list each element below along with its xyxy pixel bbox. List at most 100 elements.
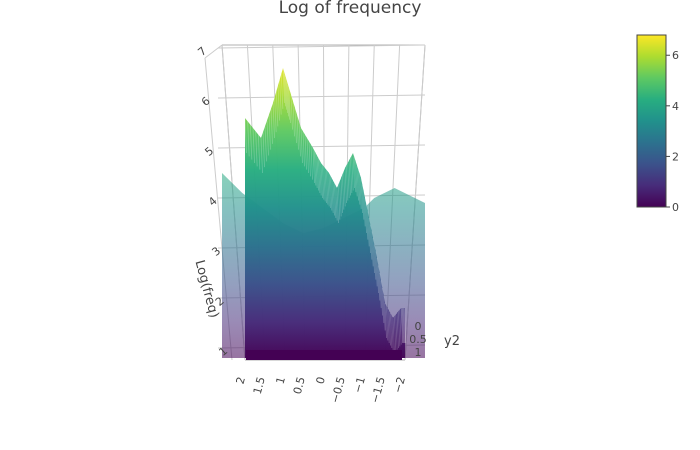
surface-spike xyxy=(302,131,305,167)
x-tick-label: 0.5 xyxy=(291,375,308,395)
surface-spike xyxy=(403,307,406,344)
surface-spike xyxy=(403,307,407,344)
surface-spike xyxy=(345,165,349,201)
surface-spike xyxy=(369,224,373,260)
surface-spike xyxy=(340,177,343,214)
x-tick-label: −2 xyxy=(391,375,408,394)
surface-spike xyxy=(325,169,329,205)
surface-spike xyxy=(315,152,318,189)
surface-spike xyxy=(380,280,383,316)
surface-spike xyxy=(339,181,342,217)
surface-spike xyxy=(280,73,284,109)
surface-spike xyxy=(313,150,317,186)
surface-spike xyxy=(389,312,393,349)
surface-spike xyxy=(249,124,253,160)
surface-spike xyxy=(363,191,366,227)
surface-spike xyxy=(286,81,289,117)
surface-spike xyxy=(275,91,279,127)
surface-spike xyxy=(283,71,286,107)
surface-spike xyxy=(306,137,309,174)
surface-spike xyxy=(367,211,370,247)
y-axis-ticks: 00.51 xyxy=(409,320,427,359)
surface-ridge-layer[interactable] xyxy=(222,173,425,358)
x-tick-label: 0 xyxy=(314,375,328,385)
surface-spike xyxy=(353,157,357,193)
surface-spike xyxy=(395,314,398,350)
surface-spike xyxy=(359,173,362,209)
surface-plot[interactable] xyxy=(222,67,425,360)
surface-spike xyxy=(361,184,365,220)
surface-spike xyxy=(385,305,389,341)
surface-spikes xyxy=(244,67,407,354)
colorbar: 0 2 4 6 xyxy=(636,34,679,214)
surface-spike xyxy=(355,161,358,197)
surface-spike xyxy=(348,160,351,196)
surface-spike xyxy=(260,137,263,174)
surface-spike xyxy=(317,157,321,194)
surface-spike xyxy=(341,174,345,210)
surface-spike xyxy=(277,85,280,121)
surface-spike xyxy=(319,160,322,196)
surface-spike xyxy=(381,287,385,324)
surface-spike xyxy=(300,127,303,164)
surface-spike xyxy=(268,114,271,150)
surface-spike xyxy=(344,167,347,204)
surface-spike xyxy=(328,172,331,209)
x-tick-label: −1 xyxy=(351,375,368,394)
surface-spike xyxy=(397,311,401,347)
surface-spike xyxy=(401,307,405,344)
surface-spike xyxy=(247,121,250,157)
surface-spike xyxy=(401,307,404,344)
surface-spike xyxy=(337,184,341,220)
surface-spike xyxy=(244,117,247,154)
z-tick-label: 3 xyxy=(210,244,224,258)
y-tick-label: 0 xyxy=(415,320,422,333)
surface-spike xyxy=(279,79,282,115)
surface-spike xyxy=(391,315,394,351)
surface-spike xyxy=(375,251,378,287)
colorbar-ticks: 0 2 4 6 xyxy=(666,49,679,214)
surface-spike xyxy=(282,67,285,104)
colorbar-tick-label: 6 xyxy=(672,49,679,62)
y-tick-label: 1 xyxy=(415,346,422,359)
surface-spike xyxy=(387,307,390,344)
colorbar-gradient xyxy=(636,34,667,208)
surface-spike xyxy=(377,265,381,301)
surface-spike xyxy=(357,169,361,205)
surface-spike xyxy=(320,162,323,199)
surface-spike xyxy=(304,134,307,170)
surface-spike xyxy=(288,87,291,124)
surface-spike xyxy=(365,204,369,240)
surface-spike xyxy=(274,97,277,133)
surface-spike xyxy=(327,171,330,207)
x-tick-label: 1 xyxy=(274,375,288,385)
surface-spike xyxy=(284,74,287,110)
surface-spike xyxy=(292,101,295,137)
surface-base xyxy=(246,350,402,360)
colorbar-tick-label: 2 xyxy=(672,150,679,163)
surface-spike xyxy=(400,307,403,344)
surface-spike xyxy=(264,126,267,162)
surface-spike xyxy=(376,257,379,294)
colorbar-tick-label: 0 xyxy=(672,201,679,214)
surface-spike xyxy=(372,237,375,274)
surface-spike xyxy=(257,134,261,170)
y-tick-label: 0.5 xyxy=(409,333,427,346)
z-tick-label: 6 xyxy=(199,94,213,108)
surface-spike xyxy=(352,152,355,189)
surface-spike xyxy=(384,302,387,339)
chart-title: Log of frequency xyxy=(279,0,422,18)
surface-spike xyxy=(294,107,297,144)
x-tick-label: 2 xyxy=(234,375,248,385)
surface-spike xyxy=(388,310,391,346)
z-grid-line xyxy=(217,94,426,99)
surface-spike xyxy=(399,309,402,345)
surface-spike xyxy=(349,157,353,194)
surface-spike xyxy=(252,127,255,164)
surface-spike xyxy=(287,84,290,120)
surface-spike xyxy=(262,132,265,168)
surface-spike xyxy=(336,187,339,224)
surface-spike xyxy=(321,164,325,200)
